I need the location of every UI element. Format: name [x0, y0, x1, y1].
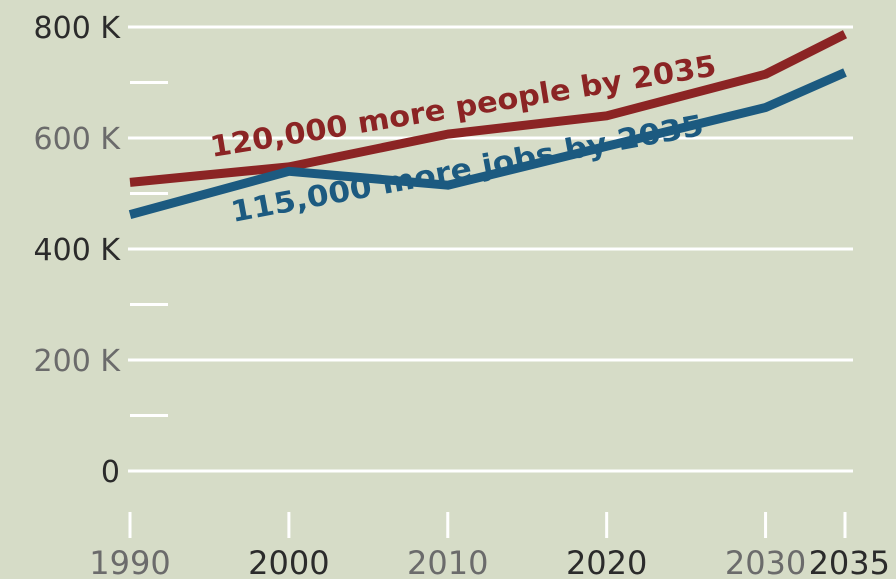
people-series-line — [129, 30, 848, 187]
series-lines — [128, 30, 848, 219]
x-tick-label: 2010 — [407, 544, 488, 579]
y-tick-label: 800 K — [34, 11, 122, 46]
x-tick-label: 2020 — [566, 544, 647, 579]
y-axis-ticks: 0 200 K 400 K 600 K 800 K — [34, 11, 168, 490]
y-tick-label: 400 K — [34, 233, 122, 268]
y-tick-label: 0 — [101, 455, 120, 490]
y-tick-label: 200 K — [34, 344, 122, 379]
x-tick-label: 2035 — [809, 544, 890, 579]
gridlines — [128, 25, 853, 473]
jobs-series-line — [128, 68, 847, 219]
x-axis-ticks: 1990 2000 2010 2020 2030 2035 — [89, 512, 890, 579]
x-tick-label: 2000 — [248, 544, 329, 579]
y-tick-label: 600 K — [34, 122, 122, 157]
x-tick-label: 1990 — [89, 544, 170, 579]
x-tick-label: 2030 — [725, 544, 806, 579]
